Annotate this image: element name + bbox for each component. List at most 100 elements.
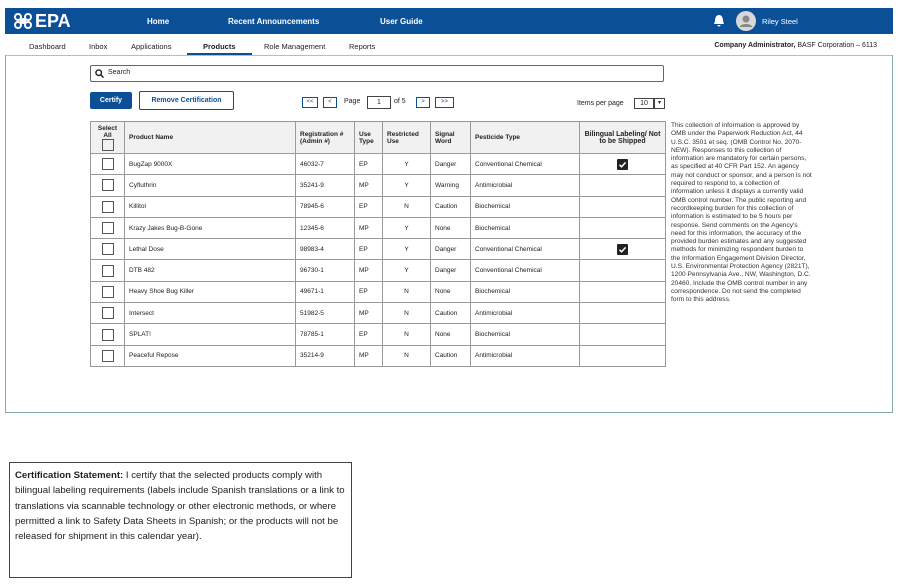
top-bar: EPA Home Recent Announcements User Guide… bbox=[5, 8, 893, 34]
prev-page[interactable]: < bbox=[323, 97, 337, 108]
cell: Y bbox=[382, 216, 431, 240]
column-header: Restricted Use bbox=[382, 121, 431, 154]
cell: Biochemical bbox=[470, 195, 580, 218]
cell: N bbox=[382, 280, 431, 304]
row-checkbox[interactable] bbox=[101, 179, 114, 192]
select-cell bbox=[90, 280, 125, 304]
cell: Y bbox=[382, 259, 431, 282]
column-header: Use Type bbox=[354, 121, 383, 154]
first-page[interactable]: << bbox=[302, 97, 318, 108]
cell: Danger bbox=[430, 238, 471, 261]
cell: Biochemical bbox=[470, 323, 580, 346]
row-checkbox[interactable] bbox=[101, 328, 114, 341]
select-all-checkbox[interactable] bbox=[101, 138, 114, 151]
table-row: BugZap 9000X 46032-7 EP Y Danger Conventional… bbox=[90, 152, 666, 176]
search-icon bbox=[95, 69, 104, 78]
column-header-text: Pesticide Type bbox=[475, 134, 521, 141]
bilingual-checked[interactable] bbox=[617, 243, 628, 255]
search-box[interactable]: Search bbox=[90, 65, 664, 82]
cell: Y bbox=[382, 238, 431, 261]
last-page[interactable]: >> bbox=[435, 97, 454, 108]
tab[interactable]: Applications bbox=[131, 42, 172, 51]
logo-text[interactable]: EPA bbox=[35, 11, 71, 31]
main-panel bbox=[5, 55, 893, 413]
search-placeholder: Search bbox=[108, 69, 131, 76]
cell: MP bbox=[354, 259, 383, 282]
table-row: DTB 482 96730-1 MP Y Danger Conventional Chem… bbox=[90, 259, 666, 282]
cell: 46032-7 bbox=[295, 152, 355, 176]
remove-certification-button[interactable]: Remove Certification bbox=[139, 91, 234, 110]
cell: Lethal Dose bbox=[124, 238, 296, 261]
cell: Killitol bbox=[124, 195, 296, 218]
items-per-page-select[interactable]: 10 bbox=[634, 98, 654, 109]
cell: None bbox=[430, 323, 471, 346]
row-checkbox[interactable] bbox=[101, 349, 114, 362]
tab[interactable]: Inbox bbox=[89, 42, 108, 51]
page-label: Page bbox=[344, 98, 361, 105]
select-cell bbox=[90, 216, 125, 240]
column-header: Signal Word bbox=[430, 121, 471, 154]
next-page[interactable]: > bbox=[416, 97, 430, 108]
nav-link[interactable]: Recent Announcements bbox=[228, 17, 320, 26]
cell: Heavy Shoe Bug Killer bbox=[124, 280, 296, 304]
table-row: Cyfluthrin 35241-9 MP Y Warning Antimicrobial bbox=[90, 174, 666, 197]
nav-link[interactable]: User Guide bbox=[380, 17, 423, 26]
certification-statement: Certification Statement: I certify that … bbox=[9, 462, 352, 578]
check-mark bbox=[618, 161, 627, 168]
cell: MP bbox=[354, 344, 383, 367]
cell: 96730-1 bbox=[295, 259, 355, 282]
cell: EP bbox=[354, 323, 383, 346]
column-header-text: Use Type bbox=[359, 130, 374, 145]
select-cell bbox=[90, 238, 125, 261]
bilingual-cell bbox=[579, 344, 666, 367]
row-checkbox[interactable] bbox=[101, 243, 114, 256]
certify-button[interactable]: Certify bbox=[90, 92, 132, 109]
bilingual-cell bbox=[579, 152, 666, 176]
select-cell bbox=[90, 344, 125, 367]
select-cell bbox=[90, 195, 125, 218]
tab[interactable]: Reports bbox=[349, 42, 376, 51]
select-arrow[interactable]: ▾ bbox=[654, 98, 665, 109]
column-header: Registration # (Admin #) bbox=[295, 121, 355, 154]
row-checkbox[interactable] bbox=[101, 158, 114, 171]
cell: Biochemical bbox=[470, 280, 580, 304]
tab[interactable]: Products bbox=[203, 42, 236, 51]
row-checkbox[interactable] bbox=[101, 200, 114, 213]
cell: Conventional Chemical bbox=[470, 152, 580, 176]
cell: Antimicrobial bbox=[470, 174, 580, 197]
cell: 98983-4 bbox=[295, 238, 355, 261]
row-checkbox[interactable] bbox=[101, 264, 114, 277]
cell: MP bbox=[354, 174, 383, 197]
table-row: Krazy Jakes Bug-B-Gone 12345-6 MP Y None Bioc… bbox=[90, 216, 666, 240]
row-checkbox[interactable] bbox=[101, 307, 114, 320]
nav-link[interactable]: Home bbox=[147, 17, 170, 26]
cell: Caution bbox=[430, 195, 471, 218]
table-row: Lethal Dose 98983-4 EP Y Danger Conventional … bbox=[90, 238, 666, 261]
row-checkbox[interactable] bbox=[101, 285, 114, 298]
cell: EP bbox=[354, 238, 383, 261]
tab-bar: Company Administrator, BASF Corporation … bbox=[5, 36, 893, 56]
row-checkbox[interactable] bbox=[101, 222, 114, 235]
bilingual-cell bbox=[579, 238, 666, 261]
cell: None bbox=[430, 216, 471, 240]
avatar[interactable] bbox=[736, 11, 756, 31]
page-total: of 5 bbox=[394, 98, 406, 105]
cell: 49671-1 bbox=[295, 280, 355, 304]
cell: N bbox=[382, 344, 431, 367]
omb-notice: This collection of information is approv… bbox=[671, 122, 812, 304]
table-row: Intersect 51982-5 MP N Caution Antimicrobial bbox=[90, 302, 666, 325]
bilingual-cell bbox=[579, 174, 666, 197]
table-row: SPLAT! 78785-1 EP N None Biochemical bbox=[90, 323, 666, 346]
user-name[interactable]: Riley Steel bbox=[762, 17, 798, 26]
bilingual-checked[interactable] bbox=[617, 158, 628, 170]
table-row: Heavy Shoe Bug Killer 49671-1 EP N None Bioch… bbox=[90, 280, 666, 304]
tab[interactable]: Role Management bbox=[264, 42, 326, 51]
bell-icon[interactable] bbox=[713, 14, 725, 27]
page-input[interactable]: 1 bbox=[367, 96, 391, 109]
cell: EP bbox=[354, 280, 383, 304]
account-role: Company Administrator, bbox=[714, 42, 796, 49]
column-header: Bilingual Labeling/ Not to be Shipped bbox=[579, 121, 666, 154]
tab[interactable]: Dashboard bbox=[29, 42, 66, 51]
select-cell bbox=[90, 302, 125, 325]
column-header-text: Select All bbox=[97, 124, 118, 139]
